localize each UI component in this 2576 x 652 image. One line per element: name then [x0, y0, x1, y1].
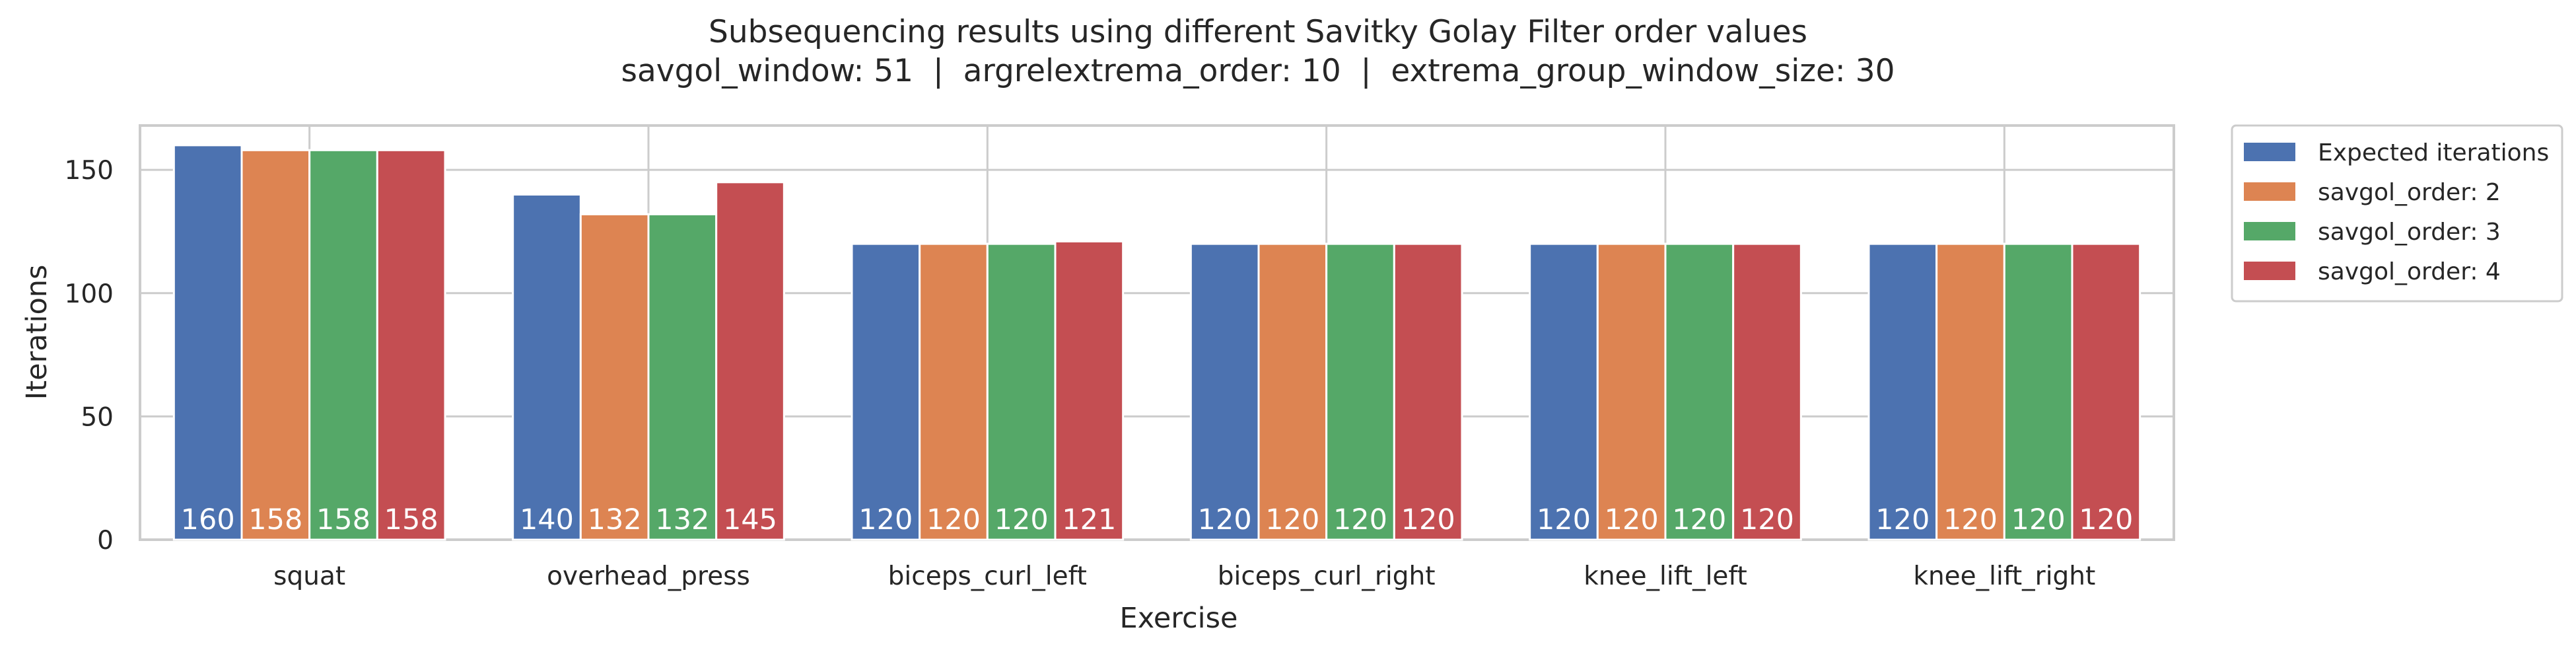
- bar: [2003, 242, 2073, 541]
- bar: [1664, 242, 1735, 541]
- bar-value-label: 120: [2079, 503, 2133, 536]
- legend-label: savgol_order: 3: [2318, 219, 2501, 246]
- y-tick-label: 0: [97, 526, 114, 556]
- bar: [1867, 242, 1938, 541]
- bar-value-label: 120: [1537, 503, 1591, 536]
- x-tick-labels: squat overhead_press biceps_curl_left bicep…: [273, 561, 2095, 591]
- bar-value-label: 132: [588, 503, 642, 536]
- bar: [1257, 242, 1328, 541]
- bar-value-label: 132: [655, 503, 709, 536]
- x-tick-label: squat: [273, 561, 345, 591]
- legend-frame: [2231, 124, 2563, 303]
- bar-value-label: 120: [926, 503, 981, 536]
- bar-value-label: 120: [994, 503, 1049, 536]
- x-axis-label: Exercise: [1120, 602, 1238, 635]
- bar: [715, 181, 785, 541]
- bar: [2071, 242, 2141, 541]
- x-tick-label: biceps_curl_right: [1218, 561, 1436, 591]
- chart-subtitle: savgol_window: 51 | argrelextrema_order:…: [621, 53, 1895, 89]
- bar-value-label: 121: [1062, 503, 1116, 536]
- bar: [1935, 242, 2005, 541]
- bar-value-label: 120: [1401, 503, 1455, 536]
- bar: [851, 242, 921, 541]
- bar: [240, 149, 311, 541]
- bar-value-label: 120: [1875, 503, 1930, 536]
- bar-value-label: 120: [858, 503, 913, 536]
- bar: [1325, 242, 1395, 541]
- y-tick-label: 150: [65, 156, 114, 186]
- y-axis-label: Iterations: [20, 265, 53, 400]
- bar: [1393, 242, 1463, 541]
- chart-title: Subsequencing results using different Sa…: [709, 14, 1807, 50]
- bar-value-label: 120: [1265, 503, 1319, 536]
- y-tick-label: 50: [81, 402, 114, 432]
- bar: [172, 144, 243, 541]
- bar-value-label: 120: [1198, 503, 1252, 536]
- bar-value-label: 158: [248, 503, 302, 536]
- bar: [1596, 242, 1667, 541]
- plot-area-frame: [139, 124, 2175, 541]
- bar-value-label: 158: [316, 503, 370, 536]
- legend: Expected iterations savgol_order: 2 savgol…: [2231, 124, 2563, 303]
- y-tick-label: 100: [65, 279, 114, 309]
- bar-value-label: 120: [1740, 503, 1794, 536]
- bar-value-label: 120: [1943, 503, 1998, 536]
- bar-value-label: 140: [520, 503, 574, 536]
- bar: [919, 242, 989, 541]
- bar: [1529, 242, 1599, 541]
- bar: [1054, 240, 1125, 541]
- bar-value-label: 120: [1605, 503, 1659, 536]
- bars: [172, 144, 2141, 541]
- legend-swatch: [2244, 262, 2295, 280]
- y-tick-labels: 0 50 100 150: [65, 156, 114, 556]
- legend-label: Expected iterations: [2318, 139, 2549, 166]
- legend-swatch: [2244, 182, 2295, 201]
- bar-value-label: 120: [2011, 503, 2066, 536]
- bar-value-label: 158: [384, 503, 438, 536]
- bar: [579, 213, 650, 541]
- bar-value-label: 120: [1333, 503, 1387, 536]
- bar: [376, 149, 446, 541]
- bar-labels: 160 158 158 158 140 132 132 145 120 120 120 121 120 1…: [181, 503, 2134, 536]
- bar: [647, 213, 718, 541]
- x-tick-label: knee_lift_left: [1584, 561, 1747, 591]
- legend-swatch: [2244, 222, 2295, 240]
- bar: [1732, 242, 1802, 541]
- bar: [308, 149, 378, 541]
- bar: [1189, 242, 1260, 541]
- x-tick-label: overhead_press: [547, 561, 750, 591]
- legend-swatch: [2244, 143, 2295, 161]
- bar: [512, 194, 582, 541]
- x-tick-label: biceps_curl_left: [888, 561, 1087, 591]
- bar-value-label: 160: [181, 503, 235, 536]
- legend-label: savgol_order: 4: [2318, 258, 2501, 285]
- bar: [986, 242, 1057, 541]
- bar-value-label: 145: [723, 503, 777, 536]
- legend-label: savgol_order: 2: [2318, 179, 2501, 206]
- x-tick-label: knee_lift_right: [1913, 561, 2095, 591]
- bar-value-label: 120: [1672, 503, 1726, 536]
